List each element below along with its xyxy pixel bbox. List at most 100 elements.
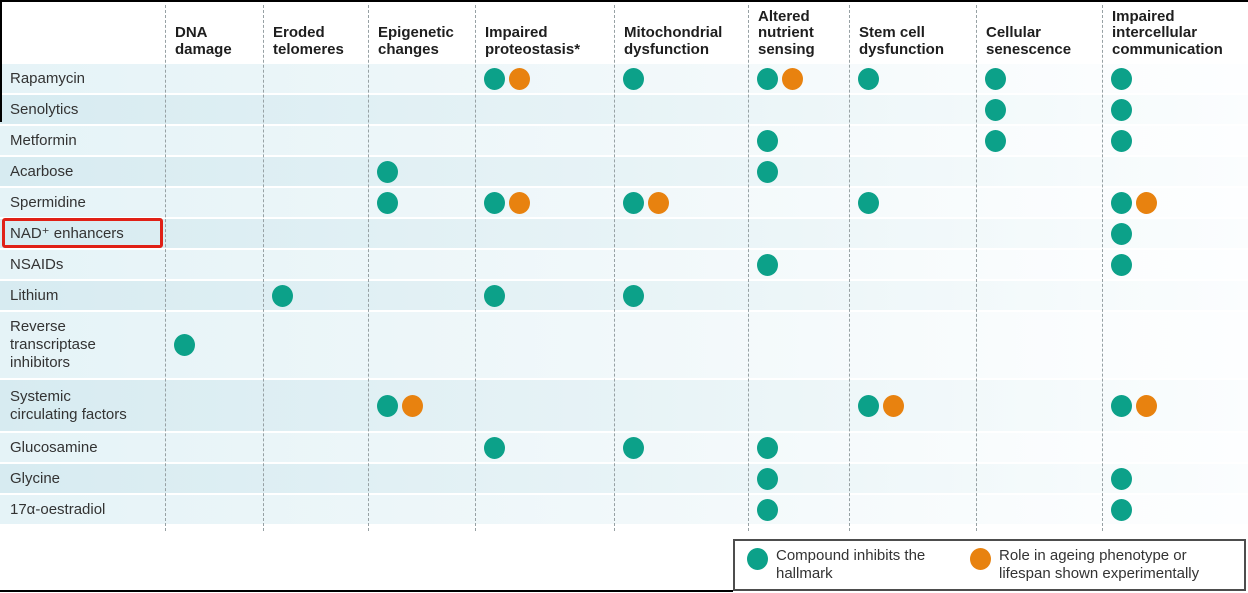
cell-17-oestradiol--epigenetic-changes (369, 495, 476, 524)
inhibits-dot (858, 191, 879, 214)
header-spacer (0, 62, 166, 63)
inhibits-dot (757, 129, 778, 152)
column-separator (368, 5, 369, 531)
inhibits-dot (484, 67, 505, 90)
experimental-dot (782, 67, 803, 90)
experimental-dot (648, 191, 669, 214)
inhibits-dot (377, 394, 398, 417)
row-reverse-transcriptase-inhibitors: Reverse transcriptase inhibitors (0, 312, 1248, 378)
top-frame-line (0, 0, 1248, 2)
cell-acarbose--mitochondrial-dysfunction (615, 157, 749, 186)
cell-systemic-circulating-factors--cellular-senescence (977, 380, 1103, 431)
inhibits-dot (1111, 498, 1132, 521)
cell-lithium--eroded-telomeres (264, 281, 369, 310)
cell-nsaids--stem-cell-dysfunction (850, 250, 977, 279)
cell-senolytics--altered-nutrient-sensing (749, 95, 850, 124)
cell-rapamycin--dna-damage (166, 64, 264, 93)
cell-glucosamine--altered-nutrient-sensing (749, 433, 850, 462)
cell-nad-enhancers--mitochondrial-dysfunction (615, 219, 749, 248)
column-separator (165, 5, 166, 531)
row-label-text: Senolytics (10, 100, 79, 118)
cell-rapamycin--impaired-intercellular-communication (1103, 64, 1248, 93)
legend-label-inhibits: Compound inhibits the hallmark (776, 547, 926, 583)
left-frame-line (0, 0, 2, 122)
cell-nad-enhancers--cellular-senescence (977, 219, 1103, 248)
cell-spermidine--dna-damage (166, 188, 264, 217)
inhibits-dot (174, 334, 195, 356)
column-separator (263, 5, 264, 531)
experimental-dot (402, 394, 423, 417)
cell-reverse-transcriptase-inhibitors--eroded-telomeres (264, 312, 369, 378)
column-header-impaired-intercellular-communication: Impaired intercellular communication (1112, 7, 1223, 59)
column-separator (1102, 5, 1103, 531)
cell-acarbose--impaired-proteostasis (476, 157, 615, 186)
cell-17-oestradiol--cellular-senescence (977, 495, 1103, 524)
cell-metformin--epigenetic-changes (369, 126, 476, 155)
cell-glycine--altered-nutrient-sensing (749, 464, 850, 493)
column-header-impaired-proteostasis: Impaired proteostasis* (485, 24, 581, 59)
cell-nsaids--impaired-intercellular-communication (1103, 250, 1248, 279)
inhibits-dot (858, 67, 879, 90)
cell-glucosamine--epigenetic-changes (369, 433, 476, 462)
cell-systemic-circulating-factors--impaired-proteostasis (476, 380, 615, 431)
cell-systemic-circulating-factors--impaired-intercellular-communication (1103, 380, 1248, 431)
inhibits-dot (1111, 129, 1132, 152)
inhibits-dot (623, 436, 644, 459)
column-separator (614, 5, 615, 531)
cell-rapamycin--cellular-senescence (977, 64, 1103, 93)
row-label: Acarbose (0, 157, 166, 186)
inhibits-dot (1111, 253, 1132, 276)
teal-dot-icon (747, 548, 768, 570)
cell-senolytics--cellular-senescence (977, 95, 1103, 124)
row-label: Lithium (0, 281, 166, 310)
cell-senolytics--dna-damage (166, 95, 264, 124)
experimental-dot (509, 67, 530, 90)
row-label-text: Lithium (10, 286, 59, 304)
cell-17-oestradiol--dna-damage (166, 495, 264, 524)
cell-acarbose--eroded-telomeres (264, 157, 369, 186)
cell-systemic-circulating-factors--epigenetic-changes (369, 380, 476, 431)
inhibits-dot (1111, 467, 1132, 490)
cell-glucosamine--impaired-intercellular-communication (1103, 433, 1248, 462)
cell-systemic-circulating-factors--stem-cell-dysfunction (850, 380, 977, 431)
cell-spermidine--cellular-senescence (977, 188, 1103, 217)
inhibits-dot (757, 160, 778, 183)
cell-nad-enhancers--eroded-telomeres (264, 219, 369, 248)
column-header-mitochondrial-dysfunction: Mitochondrial dysfunction (624, 24, 723, 59)
cell-nad-enhancers--epigenetic-changes (369, 219, 476, 248)
cell-lithium--stem-cell-dysfunction (850, 281, 977, 310)
cell-senolytics--eroded-telomeres (264, 95, 369, 124)
cell-rapamycin--stem-cell-dysfunction (850, 64, 977, 93)
orange-dot-icon (970, 548, 991, 570)
inhibits-dot (858, 394, 879, 417)
cell-reverse-transcriptase-inhibitors--mitochondrial-dysfunction (615, 312, 749, 378)
row-label-text: Rapamycin (10, 69, 86, 87)
cell-glucosamine--eroded-telomeres (264, 433, 369, 462)
cell-reverse-transcriptase-inhibitors--cellular-senescence (977, 312, 1103, 378)
cell-glucosamine--dna-damage (166, 433, 264, 462)
cell-acarbose--stem-cell-dysfunction (850, 157, 977, 186)
cell-systemic-circulating-factors--eroded-telomeres (264, 380, 369, 431)
cell-17-oestradiol--stem-cell-dysfunction (850, 495, 977, 524)
cell-glycine--impaired-proteostasis (476, 464, 615, 493)
cell-rapamycin--epigenetic-changes (369, 64, 476, 93)
inhibits-dot (757, 498, 778, 521)
cell-glycine--stem-cell-dysfunction (850, 464, 977, 493)
cell-glucosamine--cellular-senescence (977, 433, 1103, 462)
cell-metformin--dna-damage (166, 126, 264, 155)
cell-spermidine--altered-nutrient-sensing (749, 188, 850, 217)
inhibits-dot (985, 98, 1006, 121)
row-label: 17α-oestradiol (0, 495, 166, 524)
column-separator (475, 5, 476, 531)
cell-spermidine--impaired-intercellular-communication (1103, 188, 1248, 217)
row-metformin: Metformin (0, 126, 1248, 155)
cell-metformin--stem-cell-dysfunction (850, 126, 977, 155)
cell-spermidine--mitochondrial-dysfunction (615, 188, 749, 217)
cell-reverse-transcriptase-inhibitors--impaired-proteostasis (476, 312, 615, 378)
inhibits-dot (484, 436, 505, 459)
row-systemic-circulating-factors: Systemic circulating factors (0, 380, 1248, 431)
cell-nad-enhancers--dna-damage (166, 219, 264, 248)
cell-nsaids--impaired-proteostasis (476, 250, 615, 279)
row-label: Spermidine (0, 188, 166, 217)
cell-spermidine--impaired-proteostasis (476, 188, 615, 217)
